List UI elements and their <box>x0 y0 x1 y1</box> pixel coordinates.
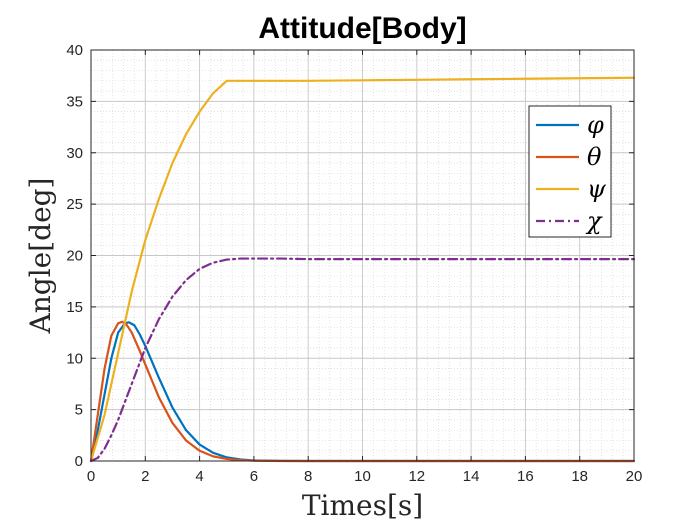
x-tick-label: 18 <box>571 468 588 485</box>
legend-label: θ <box>587 143 602 171</box>
legend-label: χ <box>585 207 603 235</box>
y-axis-label: Angle[deg] <box>24 178 57 335</box>
x-tick-label: 12 <box>408 468 425 485</box>
axis-ticks <box>90 49 635 462</box>
x-tick-label: 10 <box>354 468 371 485</box>
y-tick-label: 10 <box>66 350 83 367</box>
x-tick-label: 0 <box>87 468 95 485</box>
y-tick-label: 30 <box>66 145 83 162</box>
legend-label: φ <box>587 111 604 139</box>
x-tick-label: 14 <box>463 468 480 485</box>
series-line-2 <box>89 76 636 463</box>
x-tick-label: 8 <box>304 468 312 485</box>
series-line-3 <box>89 257 636 463</box>
x-tick-label: 2 <box>141 468 149 485</box>
y-tick-label: 20 <box>66 248 83 265</box>
x-tick-label: 6 <box>250 468 258 485</box>
chart-title: Attitude[Body] <box>258 12 466 45</box>
legend-label: ψ <box>587 175 607 203</box>
y-tick-label: 35 <box>66 93 83 110</box>
y-tick-label: 0 <box>75 453 83 470</box>
y-tick-label: 5 <box>75 402 83 419</box>
y-tick-labels: 0 5 10 15 20 25 30 35 40 <box>66 42 83 470</box>
x-axis-label: Times[s] <box>302 489 423 522</box>
y-tick-label: 25 <box>66 196 83 213</box>
x-tick-labels: 0 2 4 6 8 10 12 14 16 18 20 <box>87 468 643 485</box>
legend-box <box>528 105 612 238</box>
x-tick-label: 16 <box>517 468 534 485</box>
x-tick-label: 4 <box>195 468 203 485</box>
x-tick-label: 20 <box>626 468 643 485</box>
y-tick-label: 15 <box>66 299 83 316</box>
y-tick-label: 40 <box>66 42 83 59</box>
